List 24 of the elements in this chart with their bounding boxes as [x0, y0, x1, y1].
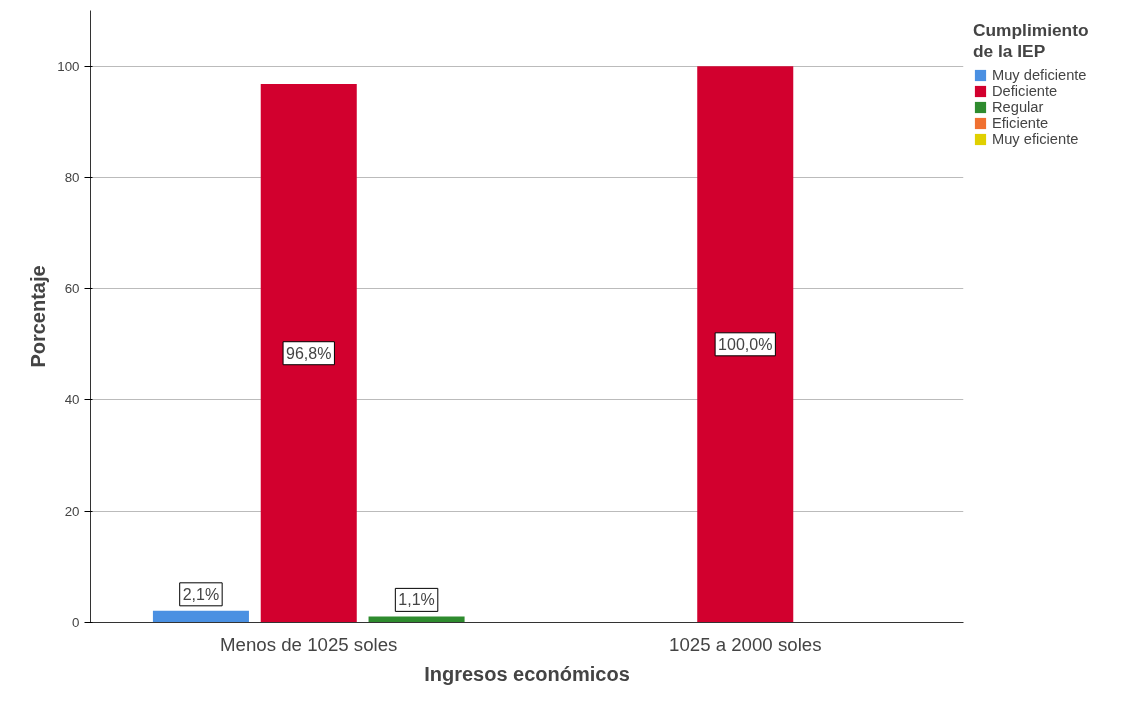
text: 2,1% [182, 585, 220, 603]
y-axis-title: Porcentaje [27, 265, 50, 368]
legend-label: Muy eficiente [992, 131, 1079, 147]
legend-label: Eficiente [992, 115, 1049, 131]
legend-label: Deficiente [992, 83, 1058, 99]
y-tick-label: 100 [57, 58, 80, 74]
legend-label: Regular [992, 99, 1044, 115]
y-tick-label: 60 [64, 281, 80, 297]
x-tick-label: 1025 a 2000 soles [669, 633, 822, 655]
bar [152, 610, 249, 623]
text: 96,8% [286, 344, 332, 362]
text: 100,0% [718, 335, 773, 353]
bar [260, 83, 357, 623]
legend-title: Cumplimiento de la IEP [973, 20, 1089, 62]
x-tick-label: Menos de 1025 soles [220, 633, 398, 655]
legend-label: Muy deficiente [992, 67, 1087, 83]
bar [697, 66, 794, 623]
text: 1,1% [398, 591, 435, 609]
bar [368, 616, 465, 623]
y-tick-label: 20 [64, 503, 80, 519]
y-tick-label: 40 [64, 392, 80, 408]
y-tick-label: 0 [72, 615, 80, 630]
y-tick-label: 80 [64, 169, 80, 185]
x-axis-title: Ingresos económicos [424, 662, 630, 685]
